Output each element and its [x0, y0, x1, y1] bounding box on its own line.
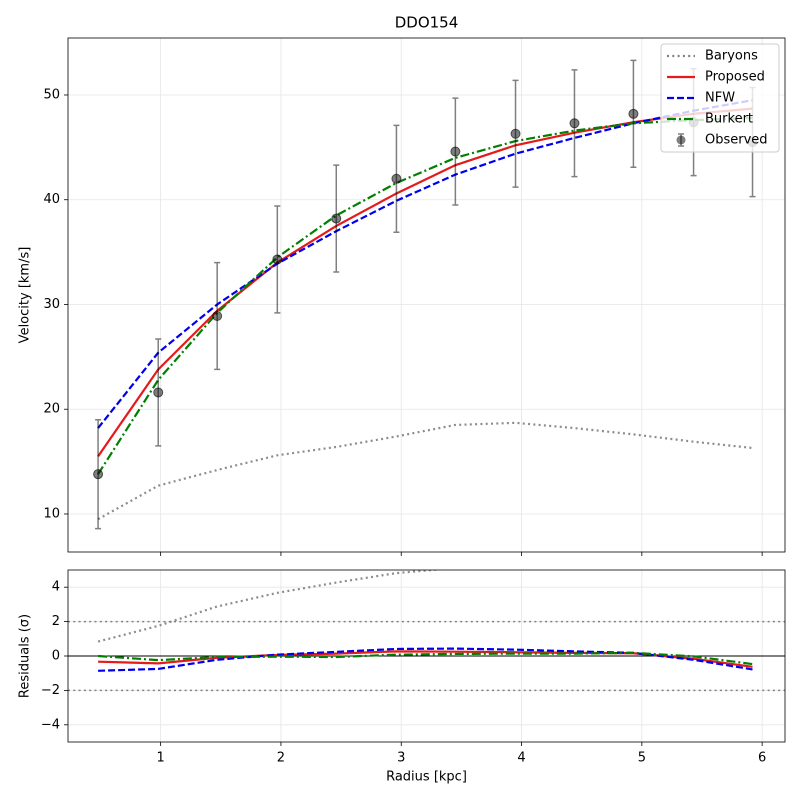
x-tick-label: 2	[277, 751, 285, 766]
data-point	[331, 213, 342, 224]
data-point	[212, 311, 223, 322]
y-tick-label: −2	[41, 683, 60, 698]
data-point	[510, 128, 521, 139]
legend-label: Proposed	[705, 70, 765, 85]
y-tick-label: 30	[43, 297, 60, 312]
legend-label: Observed	[705, 133, 768, 148]
y-tick-label: 10	[43, 506, 60, 521]
axes-frame	[67, 37, 786, 553]
series-line	[98, 651, 753, 666]
legend-label: Baryons	[705, 49, 758, 64]
x-tick-label: 4	[517, 751, 525, 766]
data-point	[93, 469, 104, 480]
y-tick-label: 50	[43, 87, 60, 102]
y-tick-label: 40	[43, 192, 60, 207]
data-point	[153, 387, 164, 398]
x-tick-label: 1	[156, 751, 164, 766]
x-tick-label: 5	[638, 751, 646, 766]
data-point	[628, 108, 639, 119]
y-axis-label: Residuals (σ)	[18, 614, 33, 698]
y-tick-label: −4	[41, 717, 60, 732]
axes-frame	[67, 569, 786, 743]
data-point	[272, 254, 283, 265]
plot-area	[93, 59, 758, 530]
data-point	[450, 146, 461, 157]
plot-area	[68, 570, 785, 692]
legend-label: NFW	[705, 91, 735, 106]
x-tick-label: 6	[758, 751, 766, 766]
legend-swatch	[676, 135, 686, 145]
x-tick-label: 3	[397, 751, 405, 766]
data-point	[391, 173, 402, 184]
y-tick-label: 0	[52, 649, 60, 664]
x-axis-label: Radius [kpc]	[386, 770, 467, 785]
y-tick-label: 4	[52, 580, 60, 595]
y-axis-label: Velocity [km/s]	[18, 247, 33, 344]
legend-box	[660, 43, 780, 153]
legend-label: Burkert	[705, 112, 753, 127]
chart-title: DDO154	[395, 14, 459, 32]
y-tick-label: 20	[43, 402, 60, 417]
series-line	[97, 116, 753, 475]
series-line	[97, 99, 753, 429]
data-point	[569, 118, 580, 129]
y-tick-label: 2	[52, 614, 60, 629]
